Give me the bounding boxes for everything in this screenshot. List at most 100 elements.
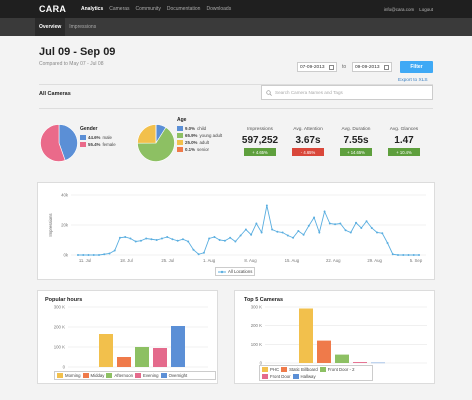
- data-point[interactable]: [239, 234, 242, 237]
- bar-phc[interactable]: [299, 308, 313, 363]
- data-point[interactable]: [139, 239, 142, 242]
- data-point[interactable]: [307, 224, 310, 227]
- legend-item[interactable]: Hallway: [292, 374, 316, 379]
- data-point[interactable]: [281, 231, 284, 234]
- data-point[interactable]: [302, 233, 305, 236]
- user-email[interactable]: info@cara.com: [383, 6, 415, 12]
- data-point[interactable]: [176, 239, 179, 242]
- tab-impressions[interactable]: Impressions: [69, 24, 97, 30]
- data-point[interactable]: [134, 240, 137, 243]
- data-point[interactable]: [355, 221, 358, 224]
- tab-overview[interactable]: Overview: [35, 18, 66, 36]
- filter-button[interactable]: Filter: [400, 61, 433, 73]
- data-point[interactable]: [323, 210, 326, 213]
- data-point[interactable]: [397, 254, 400, 256]
- data-point[interactable]: [234, 240, 237, 243]
- data-point[interactable]: [391, 253, 394, 256]
- data-point[interactable]: [334, 223, 337, 226]
- data-point[interactable]: [365, 220, 368, 223]
- gender-slice-male[interactable]: [58, 124, 78, 161]
- data-point[interactable]: [103, 253, 106, 256]
- nav-item-documentation[interactable]: Documentation: [166, 6, 201, 12]
- legend-item[interactable]: PHC: [262, 367, 279, 372]
- data-point[interactable]: [92, 254, 95, 256]
- data-point[interactable]: [244, 228, 247, 231]
- bar-static-billboard[interactable]: [317, 340, 331, 363]
- camera-search-input[interactable]: Search Camera Names and Tags: [261, 85, 433, 100]
- data-point[interactable]: [218, 239, 221, 241]
- data-point[interactable]: [297, 230, 300, 232]
- bar-midday[interactable]: [117, 357, 131, 367]
- data-point[interactable]: [113, 249, 116, 252]
- age-slice-young-adult[interactable]: [137, 126, 175, 162]
- age-slice-adult[interactable]: [137, 124, 157, 144]
- data-point[interactable]: [145, 237, 148, 240]
- data-point[interactable]: [339, 222, 342, 225]
- data-point[interactable]: [255, 222, 258, 225]
- data-point[interactable]: [124, 236, 127, 238]
- bar-overnight[interactable]: [171, 326, 185, 367]
- data-point[interactable]: [77, 254, 79, 256]
- data-point[interactable]: [407, 254, 410, 256]
- legend-item[interactable]: All Locations: [218, 269, 252, 274]
- data-point[interactable]: [171, 238, 174, 241]
- bar-hallway[interactable]: [371, 362, 385, 364]
- data-point[interactable]: [344, 229, 347, 232]
- data-point[interactable]: [265, 204, 268, 207]
- legend-item[interactable]: Front Door - 2: [319, 367, 355, 372]
- bar-front-door-2[interactable]: [335, 354, 349, 363]
- bar-morning[interactable]: [99, 334, 113, 367]
- logout-link[interactable]: Logout: [419, 6, 433, 12]
- data-point[interactable]: [292, 236, 295, 239]
- nav-item-cameras[interactable]: Cameras: [109, 6, 130, 12]
- data-point[interactable]: [229, 236, 232, 239]
- data-point[interactable]: [328, 222, 331, 225]
- data-point[interactable]: [360, 227, 363, 229]
- data-point[interactable]: [386, 242, 389, 244]
- legend-item[interactable]: Overnight: [160, 373, 187, 378]
- data-point[interactable]: [376, 231, 379, 234]
- data-point[interactable]: [412, 254, 415, 256]
- data-point[interactable]: [402, 254, 405, 256]
- bar-front-door[interactable]: [353, 362, 367, 363]
- data-point[interactable]: [381, 232, 384, 235]
- data-point[interactable]: [250, 233, 253, 236]
- data-point[interactable]: [223, 239, 226, 242]
- data-point[interactable]: [213, 236, 216, 238]
- data-point[interactable]: [276, 230, 279, 233]
- nav-item-analytics[interactable]: Analytics: [81, 6, 104, 12]
- legend-item[interactable]: Midday: [82, 373, 104, 378]
- legend-item[interactable]: Afternoon: [106, 373, 133, 378]
- line-legend[interactable]: All Locations: [215, 267, 256, 276]
- data-point[interactable]: [349, 231, 352, 234]
- data-point[interactable]: [181, 238, 184, 241]
- data-point[interactable]: [82, 254, 85, 256]
- data-point[interactable]: [87, 254, 90, 256]
- gender-slice-female[interactable]: [40, 124, 66, 162]
- data-point[interactable]: [155, 239, 158, 241]
- data-point[interactable]: [150, 238, 153, 241]
- legend-item[interactable]: Static Billboard: [281, 367, 318, 372]
- date-from-field[interactable]: 07-09-2013: [297, 62, 337, 72]
- date-to-field[interactable]: 09-09-2013: [352, 62, 392, 72]
- data-point[interactable]: [166, 236, 169, 238]
- data-point[interactable]: [370, 227, 373, 229]
- data-point[interactable]: [108, 252, 111, 255]
- nav-item-downloads[interactable]: Downloads: [206, 6, 232, 12]
- data-point[interactable]: [197, 253, 200, 256]
- legend-item[interactable]: Front Door: [262, 374, 291, 379]
- data-point[interactable]: [202, 251, 205, 254]
- nav-item-community[interactable]: Community: [135, 6, 161, 12]
- data-point[interactable]: [208, 237, 211, 240]
- data-point[interactable]: [129, 237, 132, 240]
- brand-logo[interactable]: CARA: [39, 4, 67, 14]
- data-point[interactable]: [313, 216, 316, 219]
- data-point[interactable]: [187, 240, 190, 243]
- data-point[interactable]: [260, 231, 263, 234]
- data-point[interactable]: [286, 234, 289, 237]
- data-point[interactable]: [160, 237, 163, 240]
- data-point[interactable]: [418, 254, 420, 256]
- data-point[interactable]: [118, 236, 121, 239]
- data-point[interactable]: [192, 248, 195, 251]
- data-point[interactable]: [318, 231, 321, 234]
